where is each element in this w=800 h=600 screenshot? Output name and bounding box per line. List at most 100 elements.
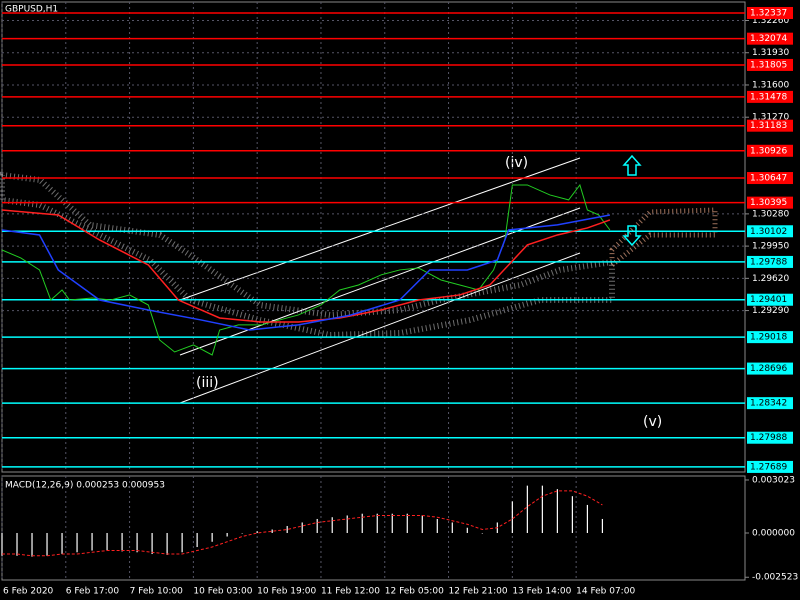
price-line [1,183,611,356]
level-label: 1.30102 [750,227,787,237]
x-tick-label: 12 Feb 05:00 [385,587,444,597]
level-tag [747,331,793,344]
macd-bar [331,517,333,533]
macd-bar [151,532,153,555]
wave-label: (iv) [505,155,528,171]
y2-tick-label: 0.000000 [752,528,795,538]
macd-bar [316,518,318,533]
macd-bar [16,532,18,556]
price-line [1,209,611,323]
cloud-area [0,171,615,339]
level-label: 1.31478 [750,92,787,102]
macd-bar [256,531,258,533]
level-tag [747,32,793,45]
macd-signal [2,490,603,557]
macd-bar [301,522,303,533]
macd-bar [211,532,213,542]
macd-bar [91,532,93,551]
macd-bar [196,532,198,548]
level-label: 1.29401 [750,295,787,305]
macd-bar [76,532,78,553]
macd-bar [286,525,288,533]
y-tick-label: 1.29290 [752,306,789,316]
macd-bar [106,532,108,551]
macd-bar [391,513,393,533]
macd-bar [601,518,604,533]
macd-bar [556,489,558,533]
macd-bar [571,496,573,533]
level-tag [747,225,793,238]
macd-bar [1,532,3,556]
y-tick-label: 1.31930 [752,48,789,58]
x-tick-label: 13 Feb 14:00 [512,587,571,597]
level-label: 1.32074 [750,34,787,44]
wave-label: (iii) [196,375,219,391]
level-tag [747,172,793,185]
macd-bar [466,527,468,533]
y-tick-label: 1.31600 [752,80,789,90]
y-tick-label: 1.31270 [752,113,789,123]
macd-bar [481,532,483,534]
macd-label: MACD(12,26,9) 0.000253 0.000953 [5,481,165,491]
level-label: 1.29788 [750,257,787,267]
level-label: 1.32337 [750,8,787,18]
macd-bar [421,515,423,533]
x-tick-label: 6 Feb 17:00 [66,587,120,597]
level-tag [747,362,793,375]
macd-bar [241,532,243,534]
macd-bar [526,485,528,533]
x-tick-label: 11 Feb 12:00 [321,587,380,597]
x-tick-label: 7 Feb 10:00 [130,587,184,597]
y-tick-label: 1.30280 [752,209,789,219]
down-arrow [622,225,642,247]
macd-bar [451,522,453,533]
macd-bar [511,501,513,533]
macd-bar [406,513,408,533]
level-tag [747,196,793,209]
level-label: 1.30395 [750,198,787,208]
macd-bar [46,532,48,556]
ichimoku-cloud [0,171,718,339]
level-tag [747,431,793,444]
y-tick-label: 1.32260 [752,16,789,26]
macd-bar [346,515,348,533]
level-label: 1.27689 [750,462,787,472]
level-label: 1.27988 [750,433,787,443]
macd-bar [586,504,588,533]
x-tick-label: 10 Feb 19:00 [257,587,316,597]
wave-label: (v) [643,414,662,430]
macd-bar [541,485,543,533]
y-tick-label: 1.29620 [752,274,789,284]
macd-bar [436,518,438,533]
level-tag [747,460,793,473]
level-tag [747,119,793,132]
channel-middle [179,207,581,356]
macd-bar [61,532,63,555]
macd-bar [181,532,183,553]
macd-bar [166,532,168,555]
level-label: 1.30647 [750,174,787,184]
x-tick-label: 6 Feb 2020 [3,587,54,597]
level-label: 1.28696 [750,364,787,374]
level-label: 1.28342 [750,399,787,409]
level-label: 1.29018 [750,333,787,343]
level-tag [747,90,793,103]
x-tick-label: 14 Feb 07:00 [576,587,635,597]
y-tick-label: 1.29950 [752,242,789,252]
macd-bar [136,532,138,553]
level-tag [747,293,793,306]
macd-bar [376,513,378,533]
chart-title: GBPUSD,H1 [5,5,58,15]
channel-upper [179,157,581,301]
macd-bar [361,513,363,533]
macd-bar [121,532,123,552]
macd-bar [271,529,273,533]
level-label: 1.31805 [750,60,787,70]
x-tick-label: 12 Feb 21:00 [449,587,508,597]
macd-bar [226,532,228,537]
level-tag [747,255,793,268]
x-tick-label: 10 Feb 03:00 [193,587,252,597]
level-tag [747,58,793,71]
up-arrow [622,154,642,176]
